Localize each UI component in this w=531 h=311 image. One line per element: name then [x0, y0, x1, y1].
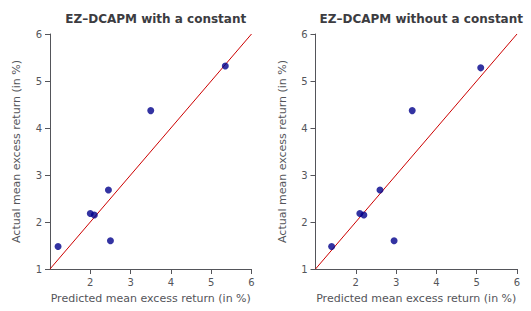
svg-text:EZ–DCAPM without a constant: EZ–DCAPM without a constant [320, 12, 524, 26]
svg-text:6: 6 [514, 277, 520, 288]
svg-text:3: 3 [127, 277, 133, 288]
svg-text:Actual mean excess return (in: Actual mean excess return (in %) [10, 60, 23, 243]
svg-text:Actual mean excess return (in: Actual mean excess return (in %) [276, 60, 289, 243]
svg-text:2: 2 [36, 217, 42, 228]
svg-text:4: 4 [36, 123, 42, 134]
svg-text:1: 1 [36, 264, 42, 275]
svg-text:6: 6 [36, 29, 42, 40]
svg-text:4: 4 [433, 277, 439, 288]
svg-text:5: 5 [301, 76, 307, 87]
svg-text:5: 5 [474, 277, 480, 288]
svg-text:2: 2 [87, 277, 93, 288]
svg-text:6: 6 [248, 277, 254, 288]
svg-text:Predicted mean excess return (: Predicted mean excess return (in %) [316, 292, 516, 305]
svg-text:6: 6 [301, 29, 307, 40]
svg-text:3: 3 [301, 170, 307, 181]
svg-text:3: 3 [36, 170, 42, 181]
svg-text:2: 2 [353, 277, 359, 288]
svg-text:4: 4 [301, 123, 307, 134]
svg-text:1: 1 [301, 264, 307, 275]
svg-text:3: 3 [393, 277, 399, 288]
svg-text:Predicted mean excess return (: Predicted mean excess return (in %) [51, 292, 251, 305]
svg-text:5: 5 [36, 76, 42, 87]
svg-text:2: 2 [301, 217, 307, 228]
svg-text:EZ–DCAPM with a constant: EZ–DCAPM with a constant [65, 12, 246, 26]
svg-text:5: 5 [208, 277, 214, 288]
svg-text:4: 4 [168, 277, 174, 288]
